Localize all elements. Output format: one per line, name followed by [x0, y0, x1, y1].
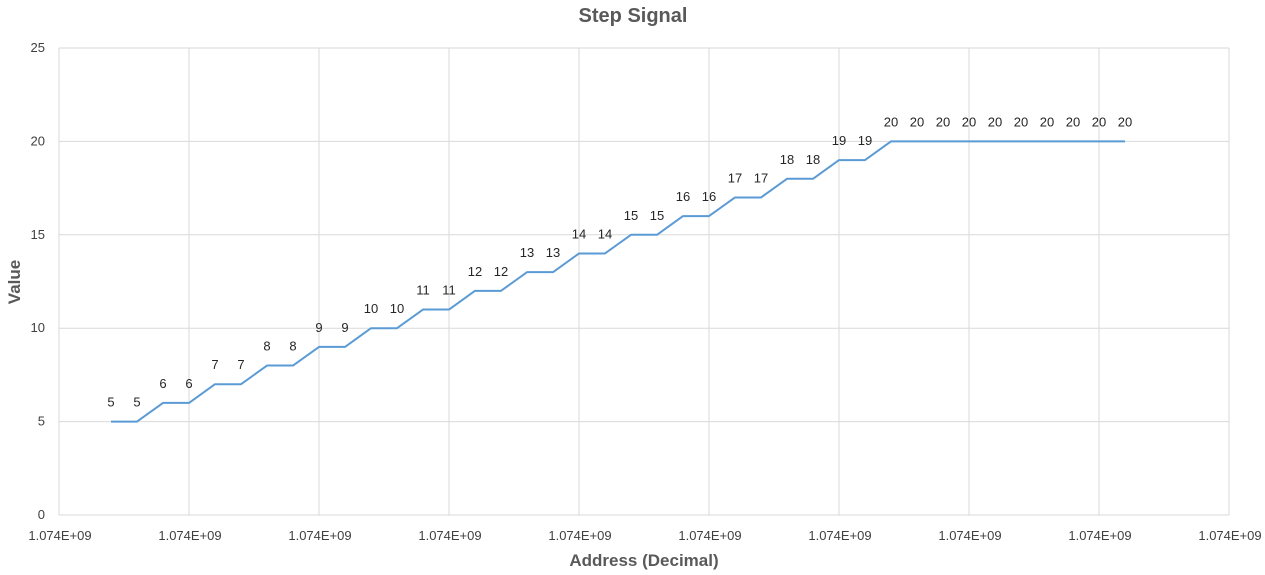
x-tick-label: 1.074E+09 — [28, 528, 91, 543]
series-group — [111, 140, 1125, 423]
data-label: 8 — [263, 339, 270, 354]
data-label: 20 — [936, 114, 950, 129]
data-label: 20 — [1040, 114, 1054, 129]
x-tick-label: 1.074E+09 — [678, 528, 741, 543]
data-labels: 5 5 6 6 7 7 8 8 9 9 10 10 11 11 12 12 13 13 14 14 15 15 16 16 17… — [107, 114, 1132, 409]
data-label: 9 — [341, 320, 348, 335]
data-label: 14 — [572, 226, 586, 241]
data-label: 11 — [416, 283, 430, 298]
data-label: 20 — [1118, 114, 1132, 129]
data-label: 17 — [728, 170, 742, 185]
data-label: 16 — [702, 189, 716, 204]
data-label: 17 — [754, 170, 768, 185]
x-tick-label: 1.074E+09 — [158, 528, 221, 543]
gridlines — [58, 47, 1230, 516]
series-line — [111, 140, 1125, 423]
x-tick-label: 1.074E+09 — [1068, 528, 1131, 543]
data-label: 6 — [185, 376, 192, 391]
x-axis-label: Address (Decimal) — [569, 551, 718, 570]
data-label: 11 — [442, 283, 456, 298]
data-label: 10 — [364, 301, 378, 316]
data-label: 12 — [468, 264, 482, 279]
data-label: 18 — [780, 152, 794, 167]
data-label: 15 — [650, 208, 664, 223]
data-label: 20 — [1014, 114, 1028, 129]
data-label: 5 — [133, 395, 140, 410]
data-label: 12 — [494, 264, 508, 279]
x-tick-label: 1.074E+09 — [548, 528, 611, 543]
y-tick-label: 20 — [31, 133, 45, 148]
data-label: 20 — [884, 114, 898, 129]
y-tick-label: 10 — [31, 320, 45, 335]
x-axis-ticks: 1.074E+09 1.074E+09 1.074E+09 1.074E+09 1.07… — [28, 528, 1261, 543]
x-tick-label: 1.074E+09 — [808, 528, 871, 543]
data-label: 9 — [315, 320, 322, 335]
data-label: 15 — [624, 208, 638, 223]
data-label: 20 — [910, 114, 924, 129]
data-label: 14 — [598, 226, 612, 241]
x-tick-label: 1.074E+09 — [288, 528, 351, 543]
data-label: 19 — [832, 133, 846, 148]
y-axis-label: Value — [5, 260, 24, 304]
y-tick-label: 15 — [31, 227, 45, 242]
data-label: 16 — [676, 189, 690, 204]
data-label: 6 — [159, 376, 166, 391]
data-label: 8 — [289, 339, 296, 354]
data-label: 7 — [211, 357, 218, 372]
data-label: 7 — [237, 357, 244, 372]
y-tick-label: 25 — [31, 40, 45, 55]
y-axis-ticks: 0 5 10 15 20 25 — [31, 40, 45, 522]
y-tick-label: 5 — [38, 414, 45, 429]
data-label: 13 — [546, 245, 560, 260]
data-label: 5 — [107, 395, 114, 410]
y-tick-label: 0 — [38, 507, 45, 522]
data-label: 18 — [806, 152, 820, 167]
x-tick-label: 1.074E+09 — [1198, 528, 1261, 543]
chart-title: Step Signal — [579, 5, 688, 27]
data-label: 20 — [1092, 114, 1106, 129]
x-tick-label: 1.074E+09 — [938, 528, 1001, 543]
data-label: 10 — [390, 301, 404, 316]
data-label: 20 — [988, 114, 1002, 129]
x-tick-label: 1.074E+09 — [418, 528, 481, 543]
data-label: 20 — [1066, 114, 1080, 129]
data-label: 20 — [962, 114, 976, 129]
data-label: 19 — [858, 133, 872, 148]
data-label: 13 — [520, 245, 534, 260]
